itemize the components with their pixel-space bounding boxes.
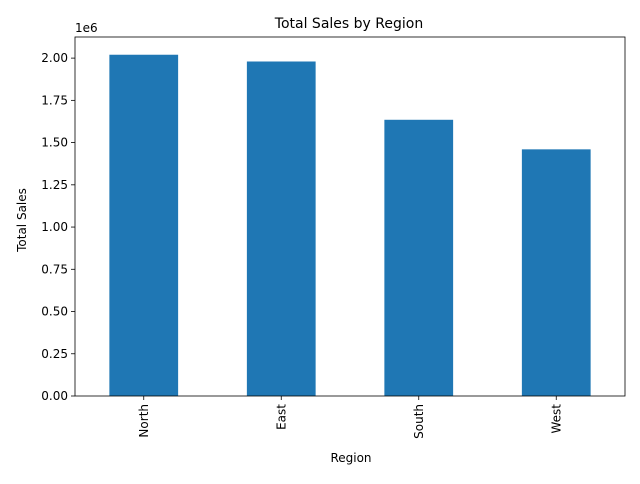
plot-frame <box>74 36 626 397</box>
y-tick-label: 0.25 <box>41 347 68 361</box>
bar-west <box>521 149 591 396</box>
x-tick-label-south: South <box>412 404 426 439</box>
y-tick-label: 0.75 <box>41 262 68 276</box>
y-tick-label: 1.25 <box>41 178 68 192</box>
y-tick-label: 1.75 <box>41 93 68 107</box>
y-tick-label: 0.50 <box>41 305 68 319</box>
y-offset-label: 1e6 <box>75 21 98 35</box>
y-tick-label: 1.50 <box>41 136 68 150</box>
x-axis-label: Region <box>330 451 371 465</box>
y-tick-label: 2.00 <box>41 51 68 65</box>
bar-south <box>384 119 454 396</box>
x-tick-label-west: West <box>549 404 563 434</box>
bar-north <box>109 54 179 396</box>
bar-east <box>246 61 316 397</box>
y-tick-label: 0.00 <box>41 389 68 403</box>
x-tick-label-north: North <box>137 404 151 438</box>
x-tick-label-east: East <box>274 404 288 430</box>
chart-title: Total Sales by Region <box>274 16 423 32</box>
y-axis-label: Total Sales <box>15 188 29 253</box>
y-tick-label: 1.00 <box>41 220 68 234</box>
